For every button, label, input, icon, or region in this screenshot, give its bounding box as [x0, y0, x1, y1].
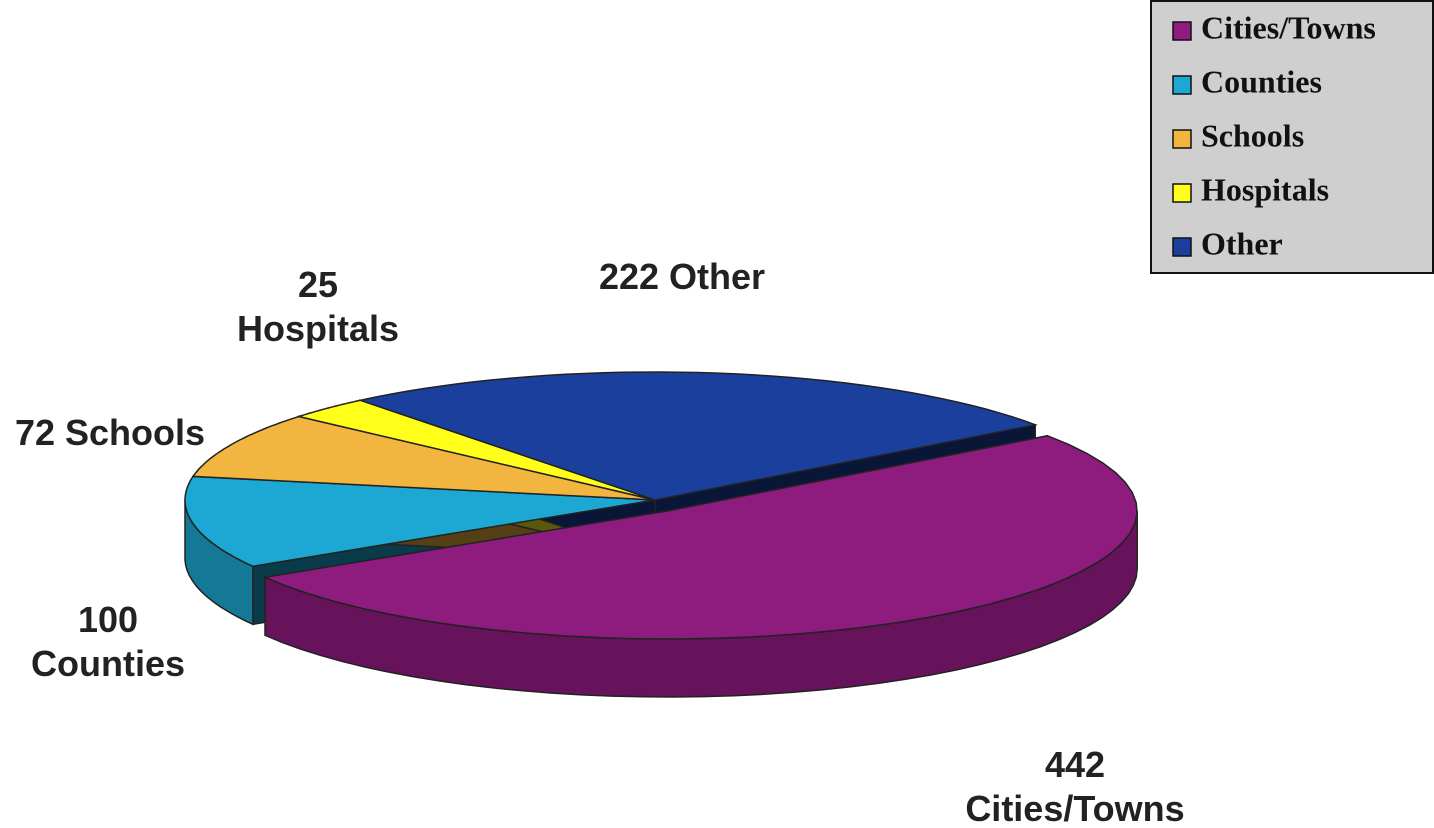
data-label-name: Cities/Towns — [965, 788, 1184, 828]
data-label-name: Other — [669, 256, 765, 297]
legend-swatch — [1172, 237, 1192, 257]
legend-swatch — [1172, 75, 1192, 95]
data-label-name: Hospitals — [237, 308, 399, 349]
legend-label: Counties — [1201, 63, 1322, 99]
legend-box — [1150, 0, 1434, 274]
legend-label: Hospitals — [1201, 171, 1329, 207]
slice — [191, 415, 656, 501]
legend-label: Other — [1201, 225, 1283, 261]
slice — [357, 371, 1038, 501]
legend-label: Schools — [1201, 117, 1304, 153]
legend-swatch — [1172, 21, 1192, 41]
slice — [262, 435, 1138, 640]
data-label-value: 25 — [298, 264, 338, 305]
data-label-value: 100 — [78, 599, 138, 640]
data-label-name: Counties — [31, 643, 185, 684]
legend-swatch — [1172, 129, 1192, 149]
slice — [296, 399, 656, 501]
data-label: 72 Schools — [15, 412, 205, 453]
legend-label: Cities/Towns — [1201, 9, 1376, 45]
data-label: 222 Other — [599, 256, 765, 297]
legend-swatch — [1172, 183, 1192, 203]
data-label-name: Schools — [65, 412, 205, 453]
data-label-value: 442 — [1045, 744, 1105, 785]
data-label-value: 222 — [599, 256, 659, 297]
data-label-value: 72 — [15, 412, 55, 453]
slice — [184, 475, 656, 568]
